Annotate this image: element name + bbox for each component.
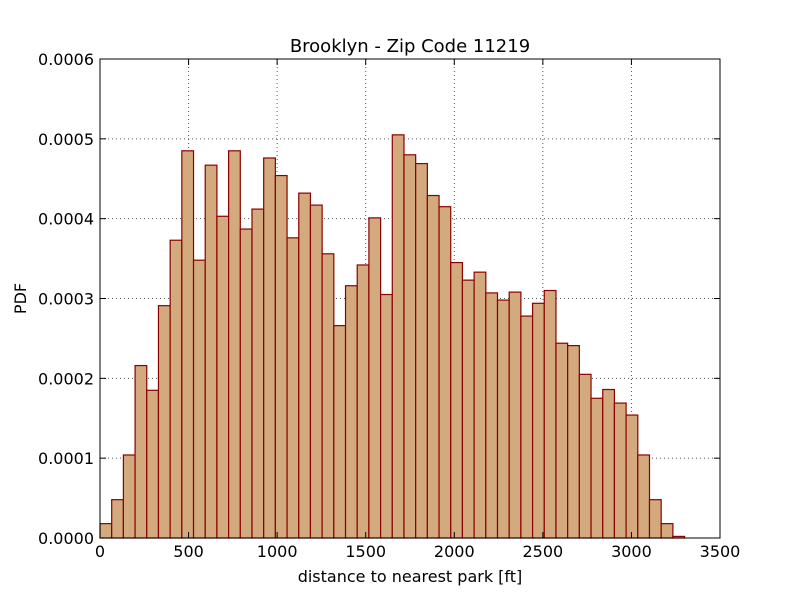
- histogram-bar: [228, 150, 241, 539]
- histogram-bar: [274, 174, 288, 539]
- histogram-bar: [520, 315, 534, 539]
- y-axis-label: PDF: [11, 283, 30, 314]
- histogram-bar: [508, 291, 522, 539]
- histogram-bar: [344, 285, 358, 539]
- histogram-bar: [204, 164, 218, 539]
- histogram-bar: [111, 499, 124, 539]
- histogram-bar: [450, 261, 464, 539]
- histogram-bar: [637, 454, 651, 539]
- histogram-bar: [555, 342, 569, 539]
- histogram-bar: [192, 259, 206, 539]
- x-tick-label: 0: [95, 542, 105, 561]
- histogram-bar: [426, 194, 440, 539]
- chart-title: Brooklyn - Zip Code 11219: [290, 36, 530, 57]
- x-tick-label: 2000: [434, 542, 475, 561]
- histogram-bar: [403, 154, 417, 539]
- y-tick-label: 0.0000: [38, 529, 94, 548]
- x-tick-label: 2500: [522, 542, 563, 561]
- x-tick-label: 500: [173, 542, 204, 561]
- x-tick-label: 1500: [345, 542, 386, 561]
- histogram-bar: [461, 279, 475, 539]
- x-tick-label: 3000: [611, 542, 652, 561]
- histogram-bar: [543, 289, 557, 539]
- histogram-bar: [602, 388, 616, 539]
- histogram-bar: [660, 523, 674, 539]
- histogram-bar: [415, 162, 428, 539]
- x-tick-label: 1000: [257, 542, 298, 561]
- histogram-bar: [473, 271, 487, 539]
- histogram-bar: [134, 364, 148, 539]
- histogram-bar: [391, 134, 405, 539]
- histogram-bar: [531, 302, 545, 539]
- y-tick-label: 0.0003: [38, 290, 94, 309]
- y-tick-label: 0.0002: [38, 369, 94, 388]
- histogram-bar: [438, 206, 452, 539]
- histogram-bar: [567, 345, 580, 539]
- histogram-bar: [496, 299, 510, 539]
- histogram-bar: [263, 157, 276, 539]
- histogram-bar: [286, 237, 300, 539]
- histogram-bar: [613, 402, 627, 539]
- histogram-bar: [169, 239, 183, 539]
- y-tick-label: 0.0001: [38, 449, 94, 468]
- y-tick-label: 0.0004: [38, 210, 94, 229]
- x-tick-label: 3500: [700, 542, 741, 561]
- histogram-bar: [122, 454, 136, 539]
- histogram-bar: [356, 264, 370, 539]
- histogram-bar: [485, 292, 499, 539]
- x-axis-label: distance to nearest park [ft]: [298, 567, 523, 586]
- histogram-bar: [99, 523, 113, 539]
- histogram-bar: [368, 217, 382, 539]
- histogram-bar: [648, 499, 662, 539]
- histogram-bar: [333, 325, 347, 539]
- histogram-bar: [298, 192, 312, 539]
- axis-ticks: 0 500 1000 1500 2000 2500 3000 3500 0.0000 0.0001…: [38, 50, 740, 561]
- histogram-bar: [157, 305, 171, 539]
- histogram-bar: [625, 414, 639, 539]
- histogram-bar: [590, 397, 604, 539]
- histogram-bar: [578, 373, 592, 539]
- histogram-bar: [251, 208, 265, 539]
- histogram-bar: [181, 150, 195, 539]
- histogram-bar: [216, 215, 230, 539]
- histogram-bar: [309, 204, 323, 539]
- y-tick-label: 0.0005: [38, 130, 94, 149]
- histogram-bar: [321, 253, 335, 539]
- histogram-bar: [146, 389, 160, 539]
- y-tick-label: 0.0006: [38, 50, 94, 69]
- histogram-bar: [379, 293, 393, 539]
- histogram-bar: [239, 228, 253, 539]
